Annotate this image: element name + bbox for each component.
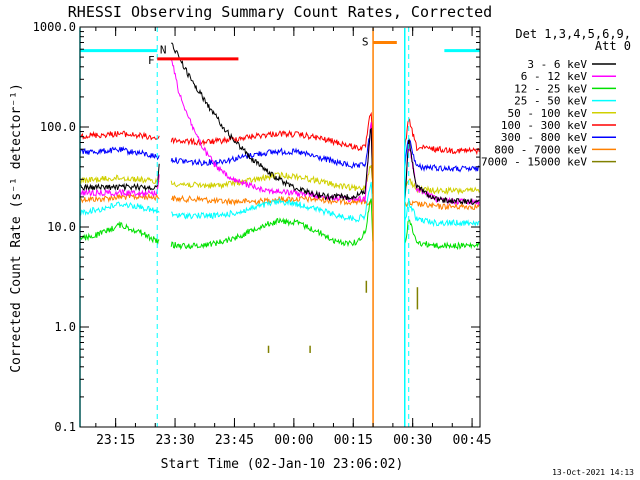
flag-label: F [148, 54, 155, 67]
y-tick-label: 100.0 [40, 120, 76, 134]
y-tick-label: 1000.0 [33, 20, 76, 34]
x-tick-label: 23:30 [155, 433, 194, 448]
y-tick-label: 10.0 [47, 220, 76, 234]
legend-label: 300 - 800 keV [501, 131, 587, 144]
x-tick-label: 00:45 [453, 433, 492, 448]
chart-title: RHESSI Observing Summary Count Rates, Co… [68, 3, 492, 21]
flag-label: N [160, 44, 167, 57]
data-layer: NF S [79, 27, 481, 427]
legend-label: 100 - 300 keV [501, 119, 587, 132]
legend-header-line2: Att 0 [595, 39, 631, 53]
axes-layer: 0.1 1.0 10.0 100.0 1000.0 23:15 23:30 23:45 00:0… [33, 20, 492, 448]
series-group [80, 42, 480, 353]
x-axis-label: Start Time (02-Jan-10 23:06:02) [161, 457, 404, 472]
legend-label: 800 - 7000 keV [494, 143, 587, 156]
series-line [80, 198, 480, 251]
legend-label: 12 - 25 keV [514, 82, 587, 95]
legend-header-line1: Det 1,3,4,5,6,9, [515, 27, 631, 41]
x-tick-label: 23:45 [215, 433, 254, 448]
x-tick-label: 00:30 [393, 433, 432, 448]
series-line [80, 181, 480, 228]
x-tick-label: 00:00 [274, 433, 313, 448]
series-line [80, 42, 480, 206]
x-tick-label: 00:15 [334, 433, 373, 448]
legend-label: 50 - 100 keV [508, 107, 588, 120]
y-axis-label: Corrected Count Rate (s⁻¹ detector⁻¹) [9, 83, 24, 373]
y-tick-label: 0.1 [54, 420, 76, 434]
footer-timestamp: 13-Oct-2021 14:13 [552, 468, 634, 477]
legend-label: 3 - 6 keV [527, 58, 587, 71]
x-tick-label: 23:15 [96, 433, 135, 448]
legend-label: 25 - 50 keV [514, 95, 587, 108]
y-tick-label: 1.0 [54, 320, 76, 334]
series-line [80, 111, 480, 156]
series-line [80, 126, 480, 173]
flag-label: S [362, 35, 369, 48]
legend-label: 7000 - 15000 keV [481, 156, 587, 169]
legend-label: 6 - 12 keV [521, 70, 588, 83]
